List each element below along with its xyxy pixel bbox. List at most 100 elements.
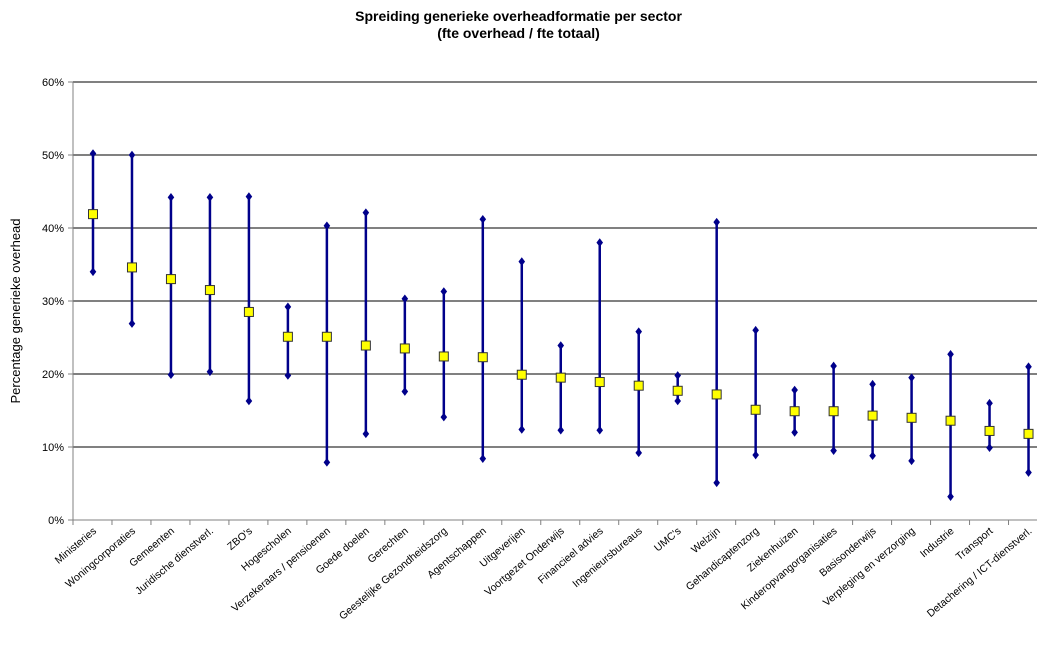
mean-marker <box>438 351 449 362</box>
min-marker <box>401 387 409 396</box>
min-marker <box>1025 468 1032 477</box>
min-marker <box>752 450 759 460</box>
range-group <box>945 349 956 501</box>
chart-title-block: Spreiding generieke overheadformatie per… <box>0 8 1037 42</box>
x-tick-label: UMC's <box>652 525 684 554</box>
min-marker <box>986 443 993 453</box>
range-group <box>477 214 488 463</box>
min-marker <box>89 267 97 277</box>
range-group <box>789 385 800 437</box>
min-marker <box>596 425 604 435</box>
y-axis-label: Percentage generieke overhead <box>8 218 23 403</box>
x-tick-label: ZBO's <box>225 525 255 553</box>
max-marker <box>869 379 876 389</box>
y-tick-label: 30% <box>42 296 64 308</box>
mean-marker <box>1023 428 1034 439</box>
max-marker <box>284 302 292 312</box>
mean-marker <box>516 369 527 380</box>
min-marker <box>908 456 915 466</box>
max-marker <box>947 349 954 359</box>
range-group <box>204 193 215 377</box>
range-group <box>1023 362 1034 477</box>
max-marker <box>89 149 97 158</box>
chart-title: Spreiding generieke overheadformatie per… <box>355 8 682 24</box>
x-axis: MinisteriesWoningcorporatiesGemeentenJur… <box>53 519 1037 622</box>
max-marker <box>440 287 448 296</box>
mean-marker <box>750 404 761 415</box>
x-tick-label: Financieel advies <box>536 525 606 586</box>
data-marks <box>88 149 1034 501</box>
min-marker <box>245 396 253 406</box>
min-marker <box>713 478 720 488</box>
range-group <box>906 373 917 466</box>
min-marker <box>557 425 565 435</box>
y-tick-label: 60% <box>42 77 64 89</box>
mean-marker <box>165 274 176 285</box>
mean-marker <box>711 389 722 400</box>
min-marker <box>479 454 487 463</box>
x-tick-label: Woningcorporaties <box>63 525 138 590</box>
range-group <box>243 192 254 406</box>
y-tick-label: 50% <box>42 150 64 162</box>
range-group <box>165 193 176 380</box>
max-marker <box>908 373 915 382</box>
mean-marker <box>282 331 293 342</box>
mean-marker <box>828 406 839 417</box>
max-marker <box>986 398 993 408</box>
max-marker <box>752 325 759 335</box>
mean-marker <box>789 406 800 417</box>
max-marker <box>323 221 331 231</box>
mean-marker <box>672 385 683 396</box>
max-marker <box>557 341 565 350</box>
range-group <box>711 217 722 488</box>
mean-marker <box>204 285 215 296</box>
range-group <box>126 150 137 328</box>
min-marker <box>284 371 292 380</box>
max-marker <box>401 294 409 304</box>
range-group <box>555 341 566 435</box>
mean-marker <box>633 380 644 391</box>
mean-marker <box>399 343 410 354</box>
range-group <box>360 208 371 439</box>
y-tick-label: 0% <box>48 515 64 527</box>
mean-marker <box>126 262 137 273</box>
mean-marker <box>555 372 566 383</box>
max-marker <box>791 385 798 395</box>
min-marker <box>674 396 681 406</box>
min-marker <box>440 412 448 422</box>
min-marker <box>947 492 954 501</box>
mean-marker <box>945 415 956 426</box>
min-marker <box>869 451 876 461</box>
range-group <box>321 221 332 467</box>
chart-subtitle: (fte overhead / fte totaal) <box>437 25 600 41</box>
min-marker <box>323 458 331 467</box>
max-marker <box>206 193 214 202</box>
mean-marker <box>867 410 878 421</box>
y-axis: 0% 10% 20% 30% 40% 50% 60% <box>42 77 74 527</box>
x-tick-label: Welzijn <box>689 525 723 556</box>
y-tick-label: 20% <box>42 369 64 381</box>
mean-marker <box>360 340 371 351</box>
min-marker <box>830 446 837 455</box>
mean-marker <box>477 352 488 363</box>
max-marker <box>518 257 526 266</box>
range-group <box>516 257 527 434</box>
gridlines <box>73 81 1037 448</box>
mean-marker <box>243 306 254 317</box>
min-marker <box>518 425 526 434</box>
max-marker <box>245 192 253 201</box>
range-group <box>282 302 293 380</box>
range-group <box>633 327 644 458</box>
min-marker <box>128 319 136 328</box>
range-group <box>88 149 98 277</box>
range-group <box>672 371 683 406</box>
x-tick-label: Ingenieursbureaus <box>570 525 644 590</box>
mean-marker <box>906 412 917 423</box>
range-group <box>828 361 839 455</box>
max-marker <box>167 193 175 202</box>
max-marker <box>1025 362 1032 371</box>
range-group <box>867 379 878 461</box>
mean-marker <box>984 425 995 436</box>
range-group <box>750 325 761 460</box>
